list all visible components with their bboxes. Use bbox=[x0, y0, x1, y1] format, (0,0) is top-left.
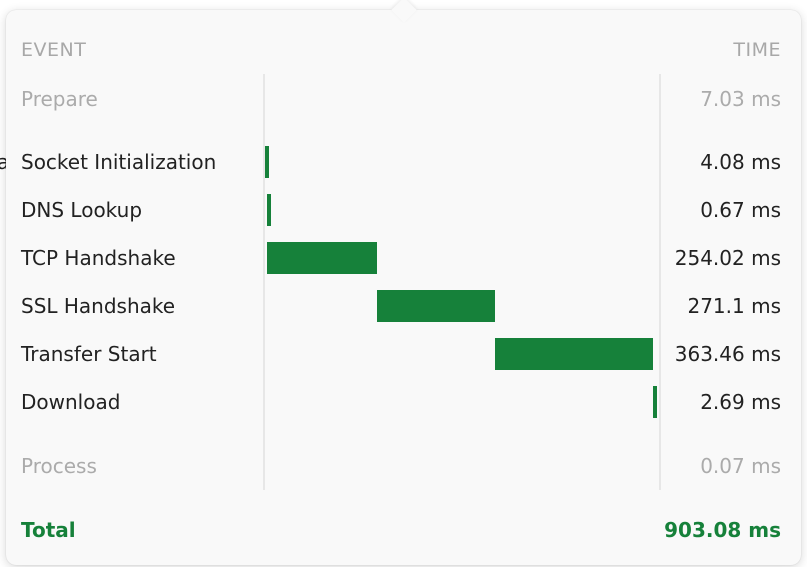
timing-row-prepare: Prepare 7.03 ms bbox=[6, 83, 801, 115]
row-time: 363.46 ms bbox=[674, 342, 781, 366]
time-column-header: TIME bbox=[733, 39, 781, 61]
row-label: TCP Handshake bbox=[21, 246, 176, 270]
timing-bar bbox=[266, 194, 271, 226]
timing-row-dns-lookup: DNS Lookup 0.67 ms bbox=[6, 194, 801, 226]
timing-row-process: Process 0.07 ms bbox=[6, 450, 801, 482]
timing-row-ssl-handshake: SSL Handshake 271.1 ms bbox=[6, 290, 801, 322]
row-label: Process bbox=[21, 454, 97, 478]
row-time: 7.03 ms bbox=[700, 87, 781, 111]
timing-row-download: Download 2.69 ms bbox=[6, 386, 801, 418]
row-label: Socket Initialization bbox=[21, 150, 217, 174]
row-label: Prepare bbox=[21, 87, 98, 111]
event-column-header: EVENT bbox=[21, 39, 87, 61]
row-time: 4.08 ms bbox=[700, 150, 781, 174]
row-label: Transfer Start bbox=[21, 342, 157, 366]
total-time: 903.08 ms bbox=[664, 518, 781, 542]
row-time: 271.1 ms bbox=[687, 294, 781, 318]
timing-bar bbox=[377, 290, 495, 322]
row-label: DNS Lookup bbox=[21, 198, 143, 222]
row-time: 0.07 ms bbox=[700, 454, 781, 478]
timeline-end-divider bbox=[659, 74, 661, 490]
row-time: 0.67 ms bbox=[700, 198, 781, 222]
timing-bar bbox=[652, 386, 657, 418]
row-time: 254.02 ms bbox=[674, 246, 781, 270]
timing-row-socket-initialization: Socket Initialization 4.08 ms bbox=[6, 146, 801, 178]
timing-bar bbox=[495, 338, 653, 370]
timing-row-total: Total 903.08 ms bbox=[6, 514, 801, 546]
timing-bar bbox=[267, 242, 378, 274]
timing-bar bbox=[265, 146, 269, 178]
row-time: 2.69 ms bbox=[700, 390, 781, 414]
timing-popover: EVENT TIME Prepare 7.03 ms Socket Initia… bbox=[6, 0, 801, 565]
timing-row-transfer-start: Transfer Start 363.46 ms bbox=[6, 338, 801, 370]
background-text-fragment: a bbox=[0, 150, 10, 174]
timing-row-tcp-handshake: TCP Handshake 254.02 ms bbox=[6, 242, 801, 274]
timeline-start-divider bbox=[263, 74, 265, 490]
total-label: Total bbox=[21, 518, 76, 542]
row-label: SSL Handshake bbox=[21, 294, 176, 318]
popover-caret bbox=[391, 0, 417, 23]
row-label: Download bbox=[21, 390, 121, 414]
